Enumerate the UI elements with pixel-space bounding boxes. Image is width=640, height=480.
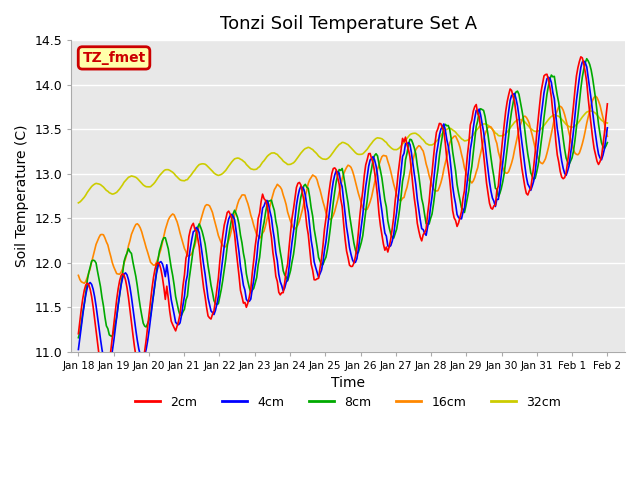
16cm — [234, 202, 241, 207]
32cm — [232, 156, 240, 161]
2cm — [101, 374, 109, 380]
Line: 32cm: 32cm — [78, 111, 607, 203]
16cm — [81, 280, 88, 286]
2cm — [307, 262, 315, 267]
32cm — [306, 145, 314, 151]
4cm — [604, 125, 611, 131]
Line: 2cm: 2cm — [78, 57, 607, 377]
4cm — [252, 266, 259, 272]
Title: Tonzi Soil Temperature Set A: Tonzi Soil Temperature Set A — [220, 15, 477, 33]
2cm — [252, 243, 259, 249]
Y-axis label: Soil Temperature (C): Soil Temperature (C) — [15, 125, 29, 267]
32cm — [604, 120, 611, 126]
16cm — [307, 175, 315, 180]
32cm — [588, 108, 595, 114]
Line: 8cm: 8cm — [78, 59, 607, 337]
Legend: 2cm, 4cm, 8cm, 16cm, 32cm: 2cm, 4cm, 8cm, 16cm, 32cm — [130, 391, 566, 414]
4cm — [580, 58, 588, 64]
32cm — [74, 200, 82, 206]
16cm — [141, 240, 148, 245]
4cm — [74, 347, 82, 352]
32cm — [250, 167, 257, 172]
8cm — [306, 194, 314, 200]
16cm — [74, 273, 82, 278]
Text: TZ_fmet: TZ_fmet — [83, 51, 146, 65]
X-axis label: Time: Time — [331, 376, 365, 390]
8cm — [250, 286, 257, 291]
2cm — [575, 59, 583, 64]
4cm — [575, 75, 583, 81]
2cm — [141, 348, 148, 354]
4cm — [141, 352, 148, 358]
8cm — [74, 335, 82, 340]
32cm — [574, 120, 582, 126]
2cm — [577, 54, 585, 60]
32cm — [259, 159, 266, 165]
8cm — [574, 113, 582, 119]
2cm — [604, 101, 611, 107]
4cm — [260, 203, 268, 209]
8cm — [259, 227, 266, 232]
4cm — [234, 237, 241, 243]
Line: 4cm: 4cm — [78, 61, 607, 368]
32cm — [140, 182, 147, 188]
4cm — [307, 238, 315, 243]
2cm — [234, 259, 241, 265]
16cm — [604, 133, 611, 139]
8cm — [232, 211, 240, 216]
16cm — [592, 93, 600, 99]
8cm — [140, 320, 147, 326]
16cm — [260, 228, 268, 234]
8cm — [604, 140, 611, 145]
16cm — [575, 150, 583, 156]
Line: 16cm: 16cm — [78, 96, 607, 283]
8cm — [583, 56, 591, 61]
16cm — [252, 227, 259, 233]
4cm — [104, 365, 112, 371]
2cm — [74, 331, 82, 336]
2cm — [260, 196, 268, 202]
